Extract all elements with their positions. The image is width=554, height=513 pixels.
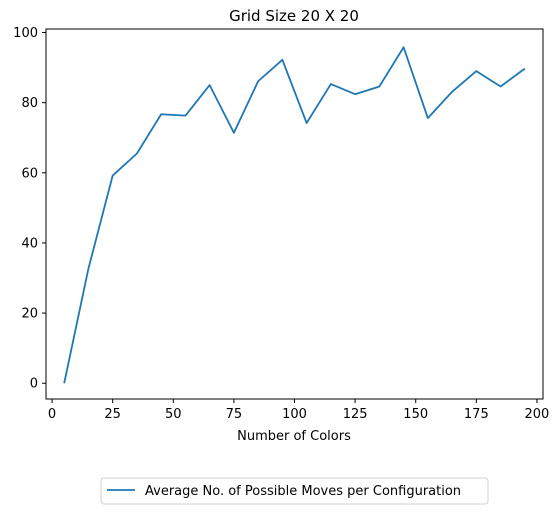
x-axis-label: Number of Colors <box>237 429 351 444</box>
legend-frame <box>100 477 489 505</box>
data-point <box>257 80 260 83</box>
legend: Average No. of Possible Moves per Config… <box>100 477 489 505</box>
series-line-0 <box>63 46 526 384</box>
data-point <box>111 174 114 177</box>
x-tick-label: 200 <box>525 407 550 422</box>
x-tick-label: 175 <box>464 407 489 422</box>
x-axis: 0 25 50 75 100 125 150 175 200 <box>48 399 549 422</box>
data-point <box>378 85 381 88</box>
data-point <box>135 152 138 155</box>
x-tick-label: 100 <box>282 407 307 422</box>
x-tick-label: 50 <box>165 407 182 422</box>
data-point <box>451 90 454 93</box>
data-point <box>426 117 429 120</box>
chart-title: Grid Size 20 X 20 <box>229 7 359 25</box>
y-tick-label: 40 <box>21 236 38 251</box>
data-point <box>305 121 308 124</box>
y-tick-label: 60 <box>21 166 38 181</box>
data-point <box>160 113 163 116</box>
data-point <box>208 84 211 87</box>
data-point <box>63 382 66 385</box>
data-point <box>281 58 284 61</box>
x-tick-label: 150 <box>403 407 428 422</box>
y-tick-label: 80 <box>21 96 38 111</box>
data-point <box>499 85 502 88</box>
data-point <box>354 93 357 96</box>
data-point <box>87 267 90 270</box>
y-axis: 0 20 40 60 80 100 <box>13 26 46 392</box>
x-tick-label: 0 <box>48 407 56 422</box>
data-point <box>329 83 332 86</box>
data-point <box>184 114 187 117</box>
data-point <box>402 46 405 49</box>
y-tick-label: 0 <box>30 377 38 392</box>
data-point <box>232 131 235 134</box>
data-point <box>523 67 526 70</box>
legend-label: Average No. of Possible Moves per Config… <box>145 484 461 499</box>
x-tick-label: 125 <box>343 407 368 422</box>
y-tick-label: 100 <box>13 26 38 41</box>
x-tick-label: 25 <box>104 407 121 422</box>
y-tick-label: 20 <box>21 307 38 322</box>
data-point <box>475 70 478 73</box>
x-tick-label: 75 <box>226 407 243 422</box>
